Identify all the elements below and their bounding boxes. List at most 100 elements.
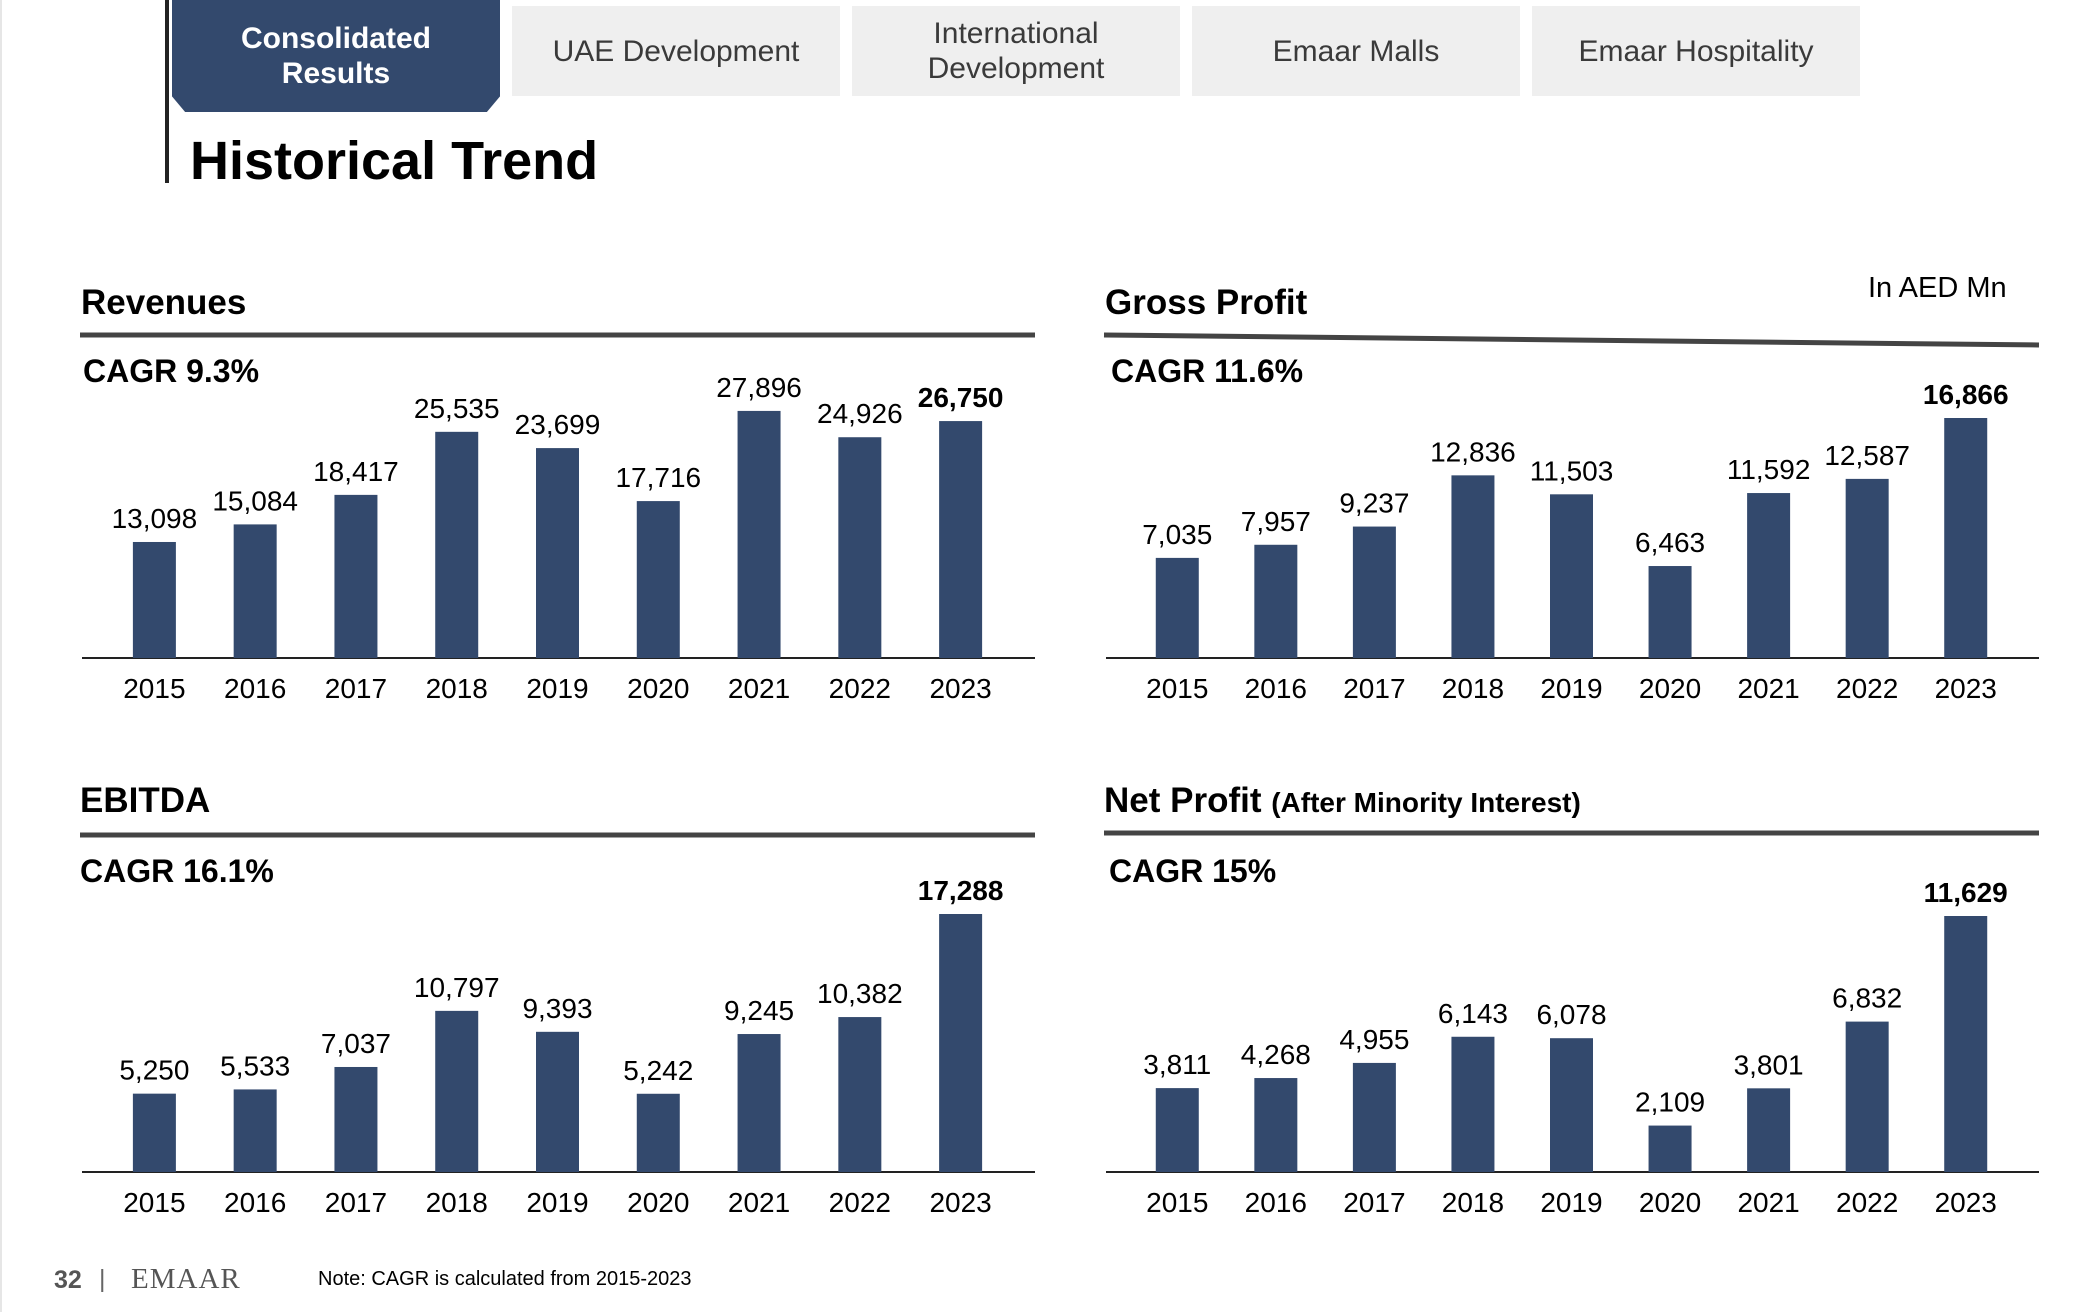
- ebitda-x-tick-2015: 2015: [123, 1187, 185, 1218]
- gross-profit-x-tick-2020: 2020: [1639, 673, 1701, 704]
- revenues-bar-2018: [435, 431, 479, 658]
- tab-emaar-malls[interactable]: Emaar Malls: [1192, 6, 1520, 96]
- ebitda-x-tick-2023: 2023: [929, 1187, 991, 1218]
- gross-profit-data-label-2019: 11,503: [1530, 455, 1614, 486]
- ebitda-bar-2017: [334, 1066, 378, 1172]
- ebitda-chart-title: EBITDA: [80, 781, 210, 821]
- gross-profit-data-label-2021: 11,592: [1727, 454, 1811, 485]
- net-profit-data-label-2018: 6,143: [1438, 998, 1508, 1029]
- net-profit-x-tick-2016: 2016: [1245, 1187, 1307, 1218]
- ebitda-bar-2022: [838, 1017, 882, 1172]
- tab-consolidated-results[interactable]: Consolidated Results: [172, 0, 500, 112]
- revenues-bar-2019: [536, 448, 579, 658]
- gross-profit-x-tick-2019: 2019: [1540, 673, 1602, 704]
- net-profit-x-tick-2017: 2017: [1343, 1187, 1405, 1218]
- gross-profit-bar-2019: [1550, 494, 1593, 658]
- tab-emaar-hospitality[interactable]: Emaar Hospitality: [1532, 6, 1860, 96]
- ebitda-x-tick-2018: 2018: [426, 1187, 488, 1218]
- revenues-x-tick-2020: 2020: [627, 673, 689, 704]
- gross-profit-data-label-2017: 9,237: [1339, 488, 1409, 519]
- gross-profit-bar-2015: [1155, 557, 1199, 658]
- footer-brand-logo: EMAAR: [131, 1263, 241, 1295]
- revenues-data-label-2018: 25,535: [414, 393, 500, 424]
- ebitda-bar-2021: [737, 1034, 781, 1172]
- net-profit-data-label-2021: 3,801: [1734, 1049, 1804, 1080]
- ebitda-bar-2018: [435, 1010, 479, 1172]
- revenues-data-label-2020: 17,716: [615, 462, 701, 493]
- net-profit-bar-2022: [1845, 1021, 1889, 1172]
- revenues-bar-2016: [233, 524, 277, 658]
- gross-profit-bar-2016: [1254, 544, 1298, 658]
- gross-profit-x-tick-2017: 2017: [1343, 673, 1405, 704]
- ebitda-data-label-2023: 17,288: [918, 875, 1004, 906]
- net-profit-data-label-2015: 3,811: [1143, 1049, 1211, 1080]
- gross-profit-title-text: Gross Profit: [1105, 283, 1308, 322]
- net-profit-data-label-2020: 2,109: [1635, 1087, 1705, 1118]
- gross-profit-data-label-2015: 7,035: [1142, 519, 1212, 550]
- net-profit-x-tick-2015: 2015: [1146, 1187, 1208, 1218]
- gross-profit-bar-2018: [1451, 475, 1495, 658]
- net-profit-bar-2023: [1944, 916, 1988, 1172]
- revenues-x-tick-2015: 2015: [123, 673, 185, 704]
- gross-profit-x-tick-2023: 2023: [1935, 673, 1997, 704]
- revenues-data-label-2023: 26,750: [918, 382, 1004, 413]
- footer-separator: |: [99, 1265, 106, 1293]
- net-profit-x-tick-2022: 2022: [1836, 1187, 1898, 1218]
- net-profit-cagr: CAGR 15%: [1109, 853, 1277, 889]
- revenues-cagr: CAGR 9.3%: [83, 353, 260, 389]
- net-profit-x-tick-2019: 2019: [1540, 1187, 1602, 1218]
- revenues-title-text: Revenues: [81, 283, 247, 322]
- gross-profit-x-tick-2018: 2018: [1442, 673, 1504, 704]
- tab-international-development[interactable]: International Development: [852, 6, 1180, 96]
- net-profit-data-label-2017: 4,955: [1339, 1024, 1409, 1055]
- net-profit-x-tick-2023: 2023: [1935, 1187, 1997, 1218]
- revenues-bar-2022: [838, 437, 882, 658]
- gross-profit-data-label-2018: 12,836: [1430, 436, 1516, 467]
- footer-note: Note: CAGR is calculated from 2015-2023: [318, 1268, 692, 1290]
- ebitda-bar-2020: [636, 1093, 680, 1172]
- revenues-data-label-2017: 18,417: [313, 456, 399, 487]
- gross-profit-data-label-2023: 16,866: [1923, 379, 2009, 410]
- revenues-x-tick-2023: 2023: [929, 673, 991, 704]
- ebitda-x-tick-2019: 2019: [526, 1187, 588, 1218]
- net-profit-bar-2019: [1550, 1038, 1593, 1172]
- gross-profit-x-tick-2021: 2021: [1737, 673, 1799, 704]
- ebitda-x-tick-2020: 2020: [627, 1187, 689, 1218]
- revenues-chart: 13,098 2015 15,084 2016 18,417 2017 25,535 2018…: [80, 332, 1035, 704]
- ebitda-x-tick-2021: 2021: [728, 1187, 790, 1218]
- gross-profit-chart: 7,035 2015 7,957 2016 9,237 2017 12,836 2018 11,…: [1103, 332, 2040, 704]
- net-profit-x-tick-2018: 2018: [1442, 1187, 1504, 1218]
- net-profit-x-tick-2021: 2021: [1737, 1187, 1799, 1218]
- net-profit-chart-title: Net Profit (After Minority Interest): [1104, 781, 1581, 821]
- ebitda-data-label-2016: 5,533: [220, 1050, 290, 1081]
- revenues-bar-2021: [737, 410, 781, 658]
- revenues-x-tick-2019: 2019: [526, 673, 588, 704]
- gross-profit-data-label-2016: 7,957: [1241, 506, 1311, 537]
- revenues-data-label-2015: 13,098: [112, 503, 198, 534]
- gross-profit-x-tick-2016: 2016: [1245, 673, 1307, 704]
- revenues-x-tick-2022: 2022: [829, 673, 891, 704]
- ebitda-x-tick-2017: 2017: [325, 1187, 387, 1218]
- revenues-bar-2023: [939, 421, 983, 658]
- net-profit-data-label-2022: 6,832: [1832, 983, 1902, 1014]
- gross-profit-x-tick-2015: 2015: [1146, 673, 1208, 704]
- revenues-x-tick-2017: 2017: [325, 673, 387, 704]
- gross-profit-bar-2023: [1944, 418, 1988, 658]
- unit-note: In AED Mn: [1868, 272, 2007, 304]
- ebitda-data-label-2020: 5,242: [623, 1055, 693, 1086]
- net-profit-bar-2018: [1451, 1036, 1495, 1172]
- net-profit-x-tick-2020: 2020: [1639, 1187, 1701, 1218]
- revenues-bar-2015: [132, 541, 176, 658]
- revenues-data-label-2016: 15,084: [212, 485, 298, 516]
- ebitda-chart: 5,250 2015 5,533 2016 7,037 2017 10,797 2018 9,3…: [80, 832, 1035, 1218]
- net-profit-chart: 3,811 2015 4,268 2016 4,955 2017 6,143 2018 6,07…: [1104, 830, 2039, 1218]
- net-profit-subtitle: (After Minority Interest): [1271, 787, 1581, 818]
- gross-profit-chart-title: Gross Profit: [1105, 283, 1307, 323]
- revenues-bar-2020: [636, 501, 680, 658]
- net-profit-bar-2016: [1254, 1078, 1298, 1172]
- ebitda-bar-2019: [536, 1031, 579, 1172]
- tab-uae-development[interactable]: UAE Development: [512, 6, 840, 96]
- ebitda-title-text: EBITDA: [80, 781, 211, 820]
- revenues-x-tick-2021: 2021: [728, 673, 790, 704]
- ebitda-data-label-2017: 7,037: [321, 1028, 391, 1059]
